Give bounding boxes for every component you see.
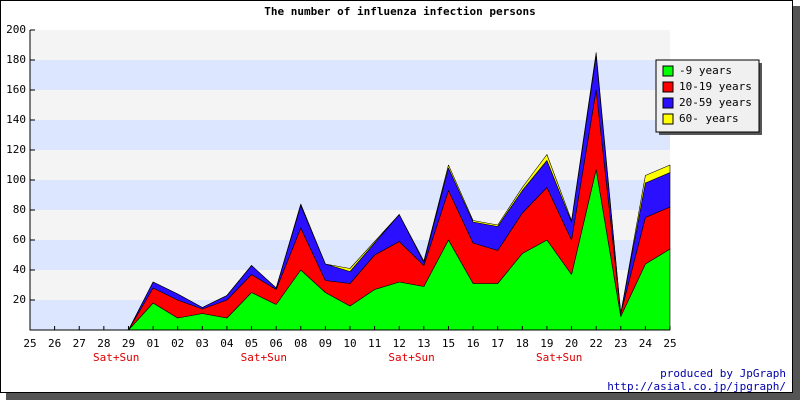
area (29, 52, 671, 331)
legend-label: -9 years (679, 64, 732, 77)
x-tick-label: 13 (417, 337, 430, 350)
y-tick-label: 120 (6, 143, 26, 156)
legend-label: 10-19 years (679, 80, 752, 93)
x-tick-label: 19 (540, 337, 553, 350)
x-tick-label: 22 (590, 337, 603, 350)
annotation: Sat+Sun (388, 351, 434, 364)
y-tick-label: 160 (6, 83, 26, 96)
x-tick-label: 24 (639, 337, 653, 350)
y-tick-label: 100 (6, 173, 26, 186)
y-tick-label: 200 (6, 23, 26, 36)
x-tick-label: 16 (466, 337, 479, 350)
x-tick-label: 11 (368, 337, 381, 350)
x-tick-label: 09 (319, 337, 332, 350)
footer-line: http://asial.co.jp/jpgraph/ (607, 380, 786, 393)
footer-line: produced by JpGraph (660, 367, 786, 380)
x-tick-label: 03 (196, 337, 209, 350)
x-tick-label: 20 (565, 337, 578, 350)
x-tick-label: 12 (393, 337, 406, 350)
legend-swatch (662, 113, 674, 125)
y-tick-label: 80 (13, 203, 26, 216)
x-tick-label: 01 (146, 337, 159, 350)
grid-band (30, 60, 670, 90)
legend-swatch (662, 97, 674, 109)
x-tick-label: 10 (343, 337, 356, 350)
y-tick-label: 180 (6, 53, 26, 66)
legend-label: 20-59 years (679, 96, 752, 109)
x-tick-label: 27 (73, 337, 86, 350)
x-tick-label: 23 (614, 337, 627, 350)
x-tick-label: 06 (270, 337, 283, 350)
x-tick-label: 17 (491, 337, 504, 350)
x-tick-label: 05 (245, 337, 258, 350)
x-tick-label: 04 (220, 337, 234, 350)
chart-title: The number of influenza infection person… (264, 5, 536, 18)
y-tick-label: 60 (13, 233, 26, 246)
legend-swatch (662, 81, 674, 93)
legend-label: 60- years (679, 112, 739, 125)
x-tick-label: 08 (294, 337, 307, 350)
x-tick-label: 15 (442, 337, 455, 350)
y-tick-label: 40 (13, 263, 26, 276)
legend-swatch (662, 65, 674, 77)
annotation: Sat+Sun (536, 351, 582, 364)
x-tick-label: 25 (663, 337, 676, 350)
x-tick-label: 25 (23, 337, 36, 350)
x-tick-label: 26 (48, 337, 61, 350)
y-tick-label: 140 (6, 113, 26, 126)
x-tick-label: 02 (171, 337, 184, 350)
y-tick-label: 20 (13, 293, 26, 306)
x-tick-label: 29 (122, 337, 135, 350)
annotation: Sat+Sun (93, 351, 139, 364)
x-tick-label: 18 (516, 337, 529, 350)
plot-area (29, 30, 671, 331)
annotation: Sat+Sun (241, 351, 287, 364)
x-tick-label: 28 (97, 337, 110, 350)
grid-band (30, 120, 670, 150)
